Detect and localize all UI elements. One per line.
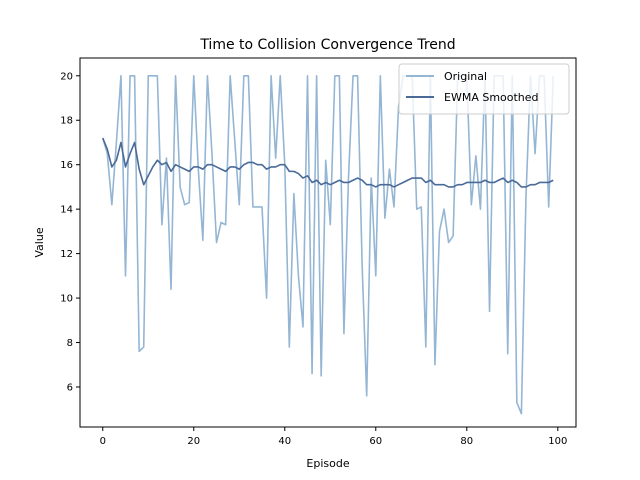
legend-box: [398, 63, 570, 115]
x-tick-label: 40: [278, 436, 291, 447]
y-tick-label: 20: [60, 71, 73, 82]
y-tick-label: 16: [60, 160, 73, 171]
chart-title: Time to Collision Convergence Trend: [199, 37, 455, 53]
plot-frame: [79, 57, 577, 428]
legend: Original EWMA Smoothed: [398, 63, 570, 115]
y-tick-label: 10: [60, 294, 73, 305]
x-tick-label: 20: [187, 436, 200, 447]
y-tick-label: 18: [60, 116, 73, 127]
x-tick-label: 0: [100, 436, 106, 447]
y-tick-label: 8: [67, 338, 73, 349]
x-tick-label: 80: [460, 436, 473, 447]
series-layer: [101, 74, 555, 415]
plot-area: [79, 57, 577, 428]
y-tick-label: 6: [67, 382, 73, 393]
series-line-original: [101, 74, 555, 415]
x-axis: 0 20 40 60 80 100: [100, 427, 567, 447]
y-tick-label: 14: [60, 205, 73, 216]
legend-label-ewma: EWMA Smoothed: [444, 91, 539, 104]
y-axis-label: Value: [33, 227, 46, 257]
x-tick-label: 60: [369, 436, 382, 447]
series-line-ewma: [102, 137, 554, 188]
legend-label-original: Original: [444, 70, 487, 83]
x-axis-label: Episode: [306, 457, 349, 470]
y-axis: 6 8 10 12 14 16 18 20: [60, 71, 80, 393]
x-tick-label: 100: [548, 436, 567, 447]
y-tick-label: 12: [60, 249, 73, 260]
